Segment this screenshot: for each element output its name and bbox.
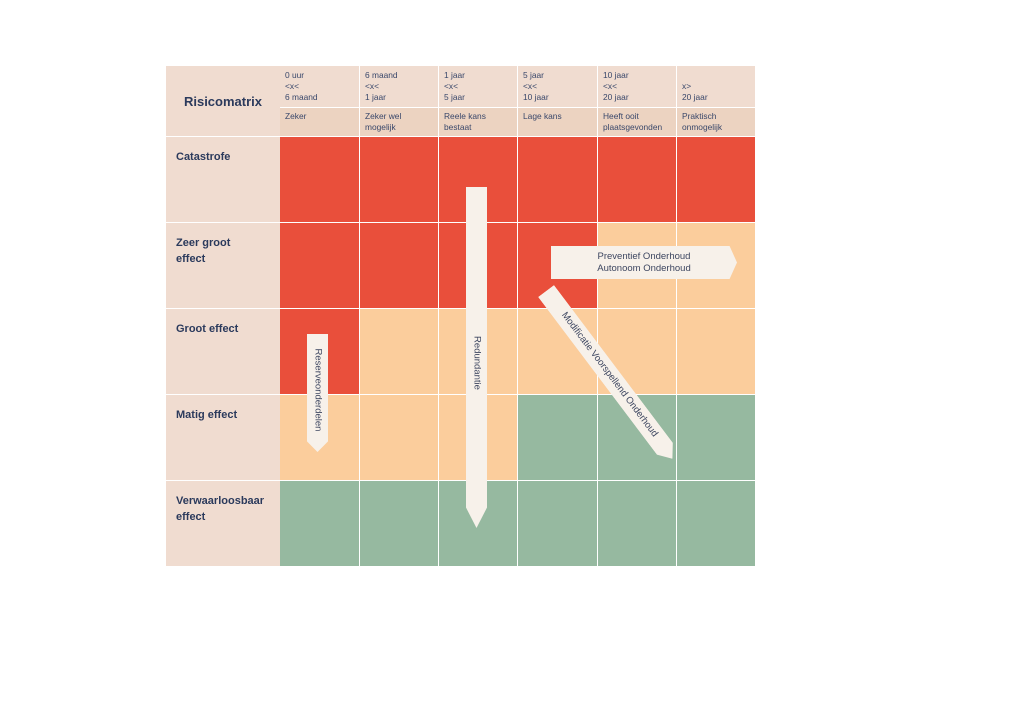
header-probability-line: mogelijk: [365, 122, 396, 132]
preventief-label: Preventief Onderhoud: [597, 250, 691, 262]
header-time-line: <x<: [603, 81, 617, 91]
header-time-line: 5 jaar: [523, 70, 544, 80]
autonoom-label: Autonoom Onderhoud: [597, 262, 691, 274]
header-time-line: 1 jaar: [444, 70, 465, 80]
header-time-line: <x<: [285, 81, 299, 91]
redundantie-arrow: Redundantie: [466, 187, 487, 528]
header-time-line: 6 maand: [285, 92, 318, 102]
header-time-line: x>: [682, 81, 692, 91]
redundantie-label: Redundantie: [471, 336, 483, 390]
header-probability-line: Zeker: [285, 111, 307, 121]
header-time-line: 20 jaar: [603, 92, 629, 102]
header-time-line: 0 uur: [285, 70, 305, 80]
header-time-4: 5 jaar <x< 10 jaar: [518, 66, 597, 107]
header-time-line: <x<: [523, 81, 537, 91]
matrix-cell: [360, 223, 438, 308]
matrix-cell: [677, 137, 755, 222]
header-time-line: 1 jaar: [365, 92, 386, 102]
matrix-cell: [360, 309, 438, 394]
header-time-3: 1 jaar <x< 5 jaar: [439, 66, 517, 107]
matrix-cell: [518, 481, 597, 566]
header-time-line: [682, 70, 755, 81]
header-probability-6: Praktisch onmogelijk: [677, 108, 755, 136]
reserveonderdelen-label: Reserveonderdelen: [312, 348, 324, 432]
matrix-cell: [598, 481, 676, 566]
matrix-cell: [677, 481, 755, 566]
row-label-2: Zeer groot effect: [166, 223, 280, 308]
preventief-arrow: Preventief Onderhoud Autonoom Onderhoud: [551, 246, 737, 279]
header-time-line: <x<: [444, 81, 458, 91]
header-probability-1: Zeker: [280, 108, 359, 136]
row-label-4: Matig effect: [166, 395, 280, 480]
matrix-title: Risicomatrix: [166, 66, 280, 136]
matrix-cell: [280, 223, 359, 308]
header-probability-line: bestaat: [444, 122, 472, 132]
header-probability-line: onmogelijk: [682, 122, 723, 132]
header-probability-line: plaatsgevonden: [603, 122, 663, 132]
header-probability-2: Zeker wel mogelijk: [360, 108, 438, 136]
header-probability-4: Lage kans: [518, 108, 597, 136]
header-time-2: 6 maand <x< 1 jaar: [360, 66, 438, 107]
header-time-line: <x<: [365, 81, 379, 91]
row-label-5: Verwaarloosbaar effect: [166, 481, 280, 566]
risk-matrix: Risicomatrix 0 uur <x< 6 maand Zeker 6 maand…: [166, 66, 755, 566]
header-time-6: x> 20 jaar: [677, 66, 755, 107]
header-probability-line: Heeft ooit: [603, 111, 639, 121]
matrix-cell: [280, 137, 359, 222]
row-label-1: Catastrofe: [166, 137, 280, 222]
matrix-cell: [598, 137, 676, 222]
header-time-line: 10 jaar: [603, 70, 629, 80]
matrix-cell: [677, 395, 755, 480]
matrix-cell: [280, 481, 359, 566]
header-time-line: 6 maand: [365, 70, 398, 80]
header-probability-line: Praktisch: [682, 111, 717, 121]
header-time-line: 5 jaar: [444, 92, 465, 102]
header-probability-line: Reele kans: [444, 111, 486, 121]
row-label-3: Groot effect: [166, 309, 280, 394]
matrix-cell: [360, 137, 438, 222]
matrix-cell: [518, 395, 597, 480]
header-probability-line: Lage kans: [523, 111, 562, 121]
matrix-cell: [360, 395, 438, 480]
reserveonderdelen-arrow: Reserveonderdelen: [307, 334, 328, 452]
matrix-cell: [677, 309, 755, 394]
matrix-cell: [360, 481, 438, 566]
header-time-1: 0 uur <x< 6 maand: [280, 66, 359, 107]
matrix-cell: [518, 137, 597, 222]
header-probability-5: Heeft ooit plaatsgevonden: [598, 108, 676, 136]
header-time-5: 10 jaar <x< 20 jaar: [598, 66, 676, 107]
header-time-line: 20 jaar: [682, 92, 708, 102]
header-time-line: 10 jaar: [523, 92, 549, 102]
header-probability-3: Reele kans bestaat: [439, 108, 517, 136]
header-probability-line: Zeker wel: [365, 111, 402, 121]
